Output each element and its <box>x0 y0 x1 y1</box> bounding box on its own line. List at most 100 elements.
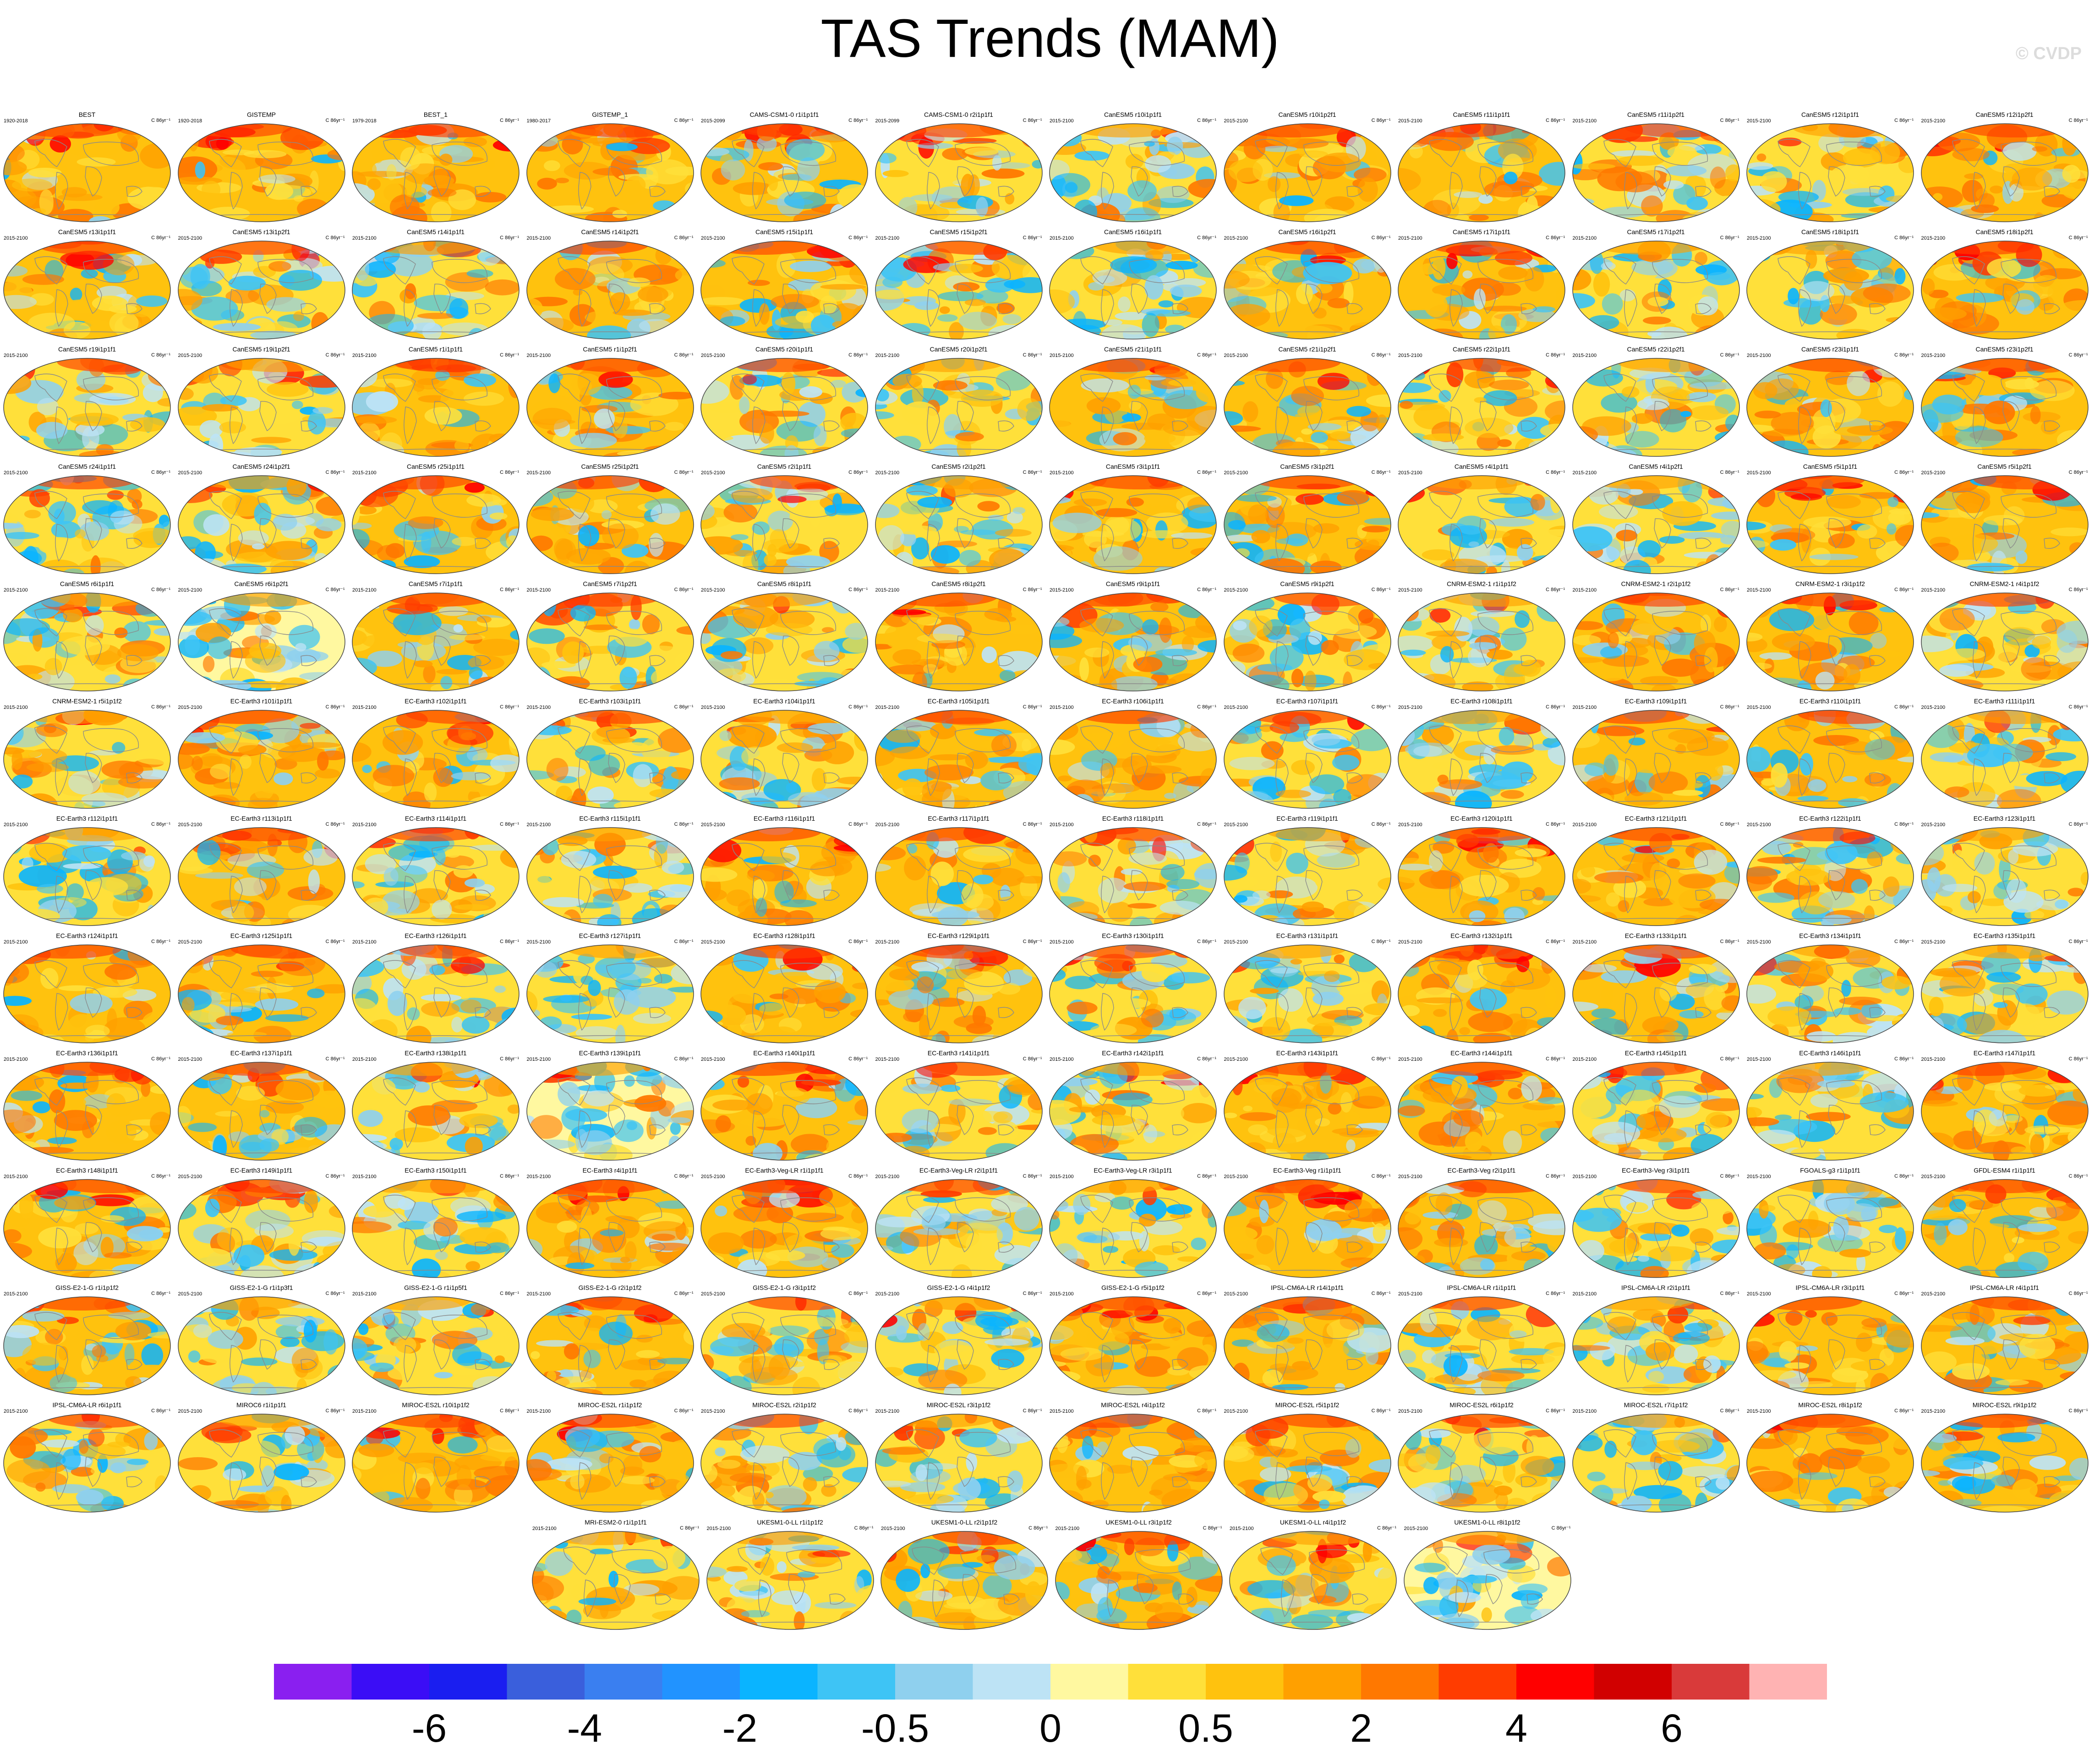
panel-period: 2015-2100 <box>4 1174 28 1179</box>
colorbar-label: -4 <box>567 1706 602 1750</box>
panel-units: C 86yr⁻¹ <box>680 1525 699 1531</box>
colorbar-swatch <box>1361 1664 1439 1700</box>
panel-period: 2015-2100 <box>1224 705 1248 710</box>
panel-title: EC-Earth3 r141i1p1f1 <box>927 1049 990 1057</box>
panel-units: C 86yr⁻¹ <box>2068 470 2088 475</box>
trend-map <box>1920 710 2089 809</box>
panel-units: C 86yr⁻¹ <box>1371 1291 1391 1296</box>
trend-map <box>1572 123 1740 222</box>
panel-period: 2015-2100 <box>1398 236 1422 241</box>
map-panel: GISS-E2-1-G r5i1p1f2 2015-2100 C 86yr⁻¹ <box>1048 1284 1218 1399</box>
map-panel: CanESM5 r19i1p1f1 2015-2100 C 86yr⁻¹ <box>2 346 172 460</box>
map-panel-grid: BEST 1920-2018 C 86yr⁻¹ GISTEMP 1920-2018 C 8… <box>2 111 2089 1633</box>
panel-units: C 86yr⁻¹ <box>674 470 694 475</box>
panel-period: 2015-2100 <box>1747 1291 1771 1297</box>
panel-units: C 86yr⁻¹ <box>500 1291 519 1296</box>
panel-period: 1920-2018 <box>178 118 202 124</box>
panel-title: EC-Earth3 r132i1p1f1 <box>1450 932 1513 939</box>
panel-title: CNRM-ESM2-1 r1i1p1f2 <box>1447 580 1516 587</box>
trend-map <box>526 123 694 222</box>
panel-period: 2015-2100 <box>701 587 725 593</box>
map-panel: EC-Earth3 r143i1p1f1 2015-2100 C 86yr⁻¹ <box>1222 1049 1393 1164</box>
trend-map <box>700 827 868 926</box>
trend-map <box>3 710 171 809</box>
panel-period: 2015-2100 <box>875 353 900 358</box>
colorbar <box>274 1664 1827 1700</box>
panel-units: C 86yr⁻¹ <box>151 1056 170 1062</box>
panel-units: C 86yr⁻¹ <box>1023 352 1042 358</box>
map-panel: EC-Earth3 r129i1p1f1 2015-2100 C 86yr⁻¹ <box>874 932 1044 1047</box>
panel-units: C 86yr⁻¹ <box>1023 470 1042 475</box>
panel-title: MIROC6 r1i1p1f1 <box>236 1401 286 1409</box>
panel-title: CanESM5 r13i1p1f1 <box>58 228 116 236</box>
colorbar-swatch <box>1672 1664 1750 1700</box>
trend-map <box>875 592 1043 691</box>
map-panel: CanESM5 r17i1p1f1 2015-2100 C 86yr⁻¹ <box>1396 228 1567 343</box>
panel-period: 2015-2100 <box>1050 236 1074 241</box>
map-panel: EC-Earth3-Veg-LR r2i1p1f1 2015-2100 C 86yr… <box>874 1167 1044 1281</box>
panel-period: 2015-2100 <box>1224 939 1248 945</box>
panel-title: EC-Earth3 r125i1p1f1 <box>230 932 293 939</box>
panel-units: C 86yr⁻¹ <box>1546 704 1565 710</box>
panel-units: C 86yr⁻¹ <box>1546 235 1565 241</box>
panel-title: CanESM5 r21i1p1f1 <box>1104 346 1162 353</box>
trend-map <box>526 241 694 340</box>
trend-map <box>526 1062 694 1161</box>
panel-units: C 86yr⁻¹ <box>1023 587 1042 592</box>
panel-units: C 86yr⁻¹ <box>1894 1408 1914 1414</box>
map-panel: MIROC-ES2L r4i1p1f2 2015-2100 C 86yr⁻¹ <box>1048 1401 1218 1516</box>
trend-map <box>1398 592 1565 691</box>
panel-units: C 86yr⁻¹ <box>1197 1408 1216 1414</box>
map-panel: EC-Earth3 r130i1p1f1 2015-2100 C 86yr⁻¹ <box>1048 932 1218 1047</box>
panel-units: C 86yr⁻¹ <box>1197 704 1216 710</box>
trend-map <box>1049 1062 1217 1161</box>
trend-map <box>1049 710 1217 809</box>
trend-map <box>1920 1414 2089 1513</box>
colorbar-swatch <box>1749 1664 1827 1700</box>
panel-title: GISS-E2-1-G r2i1p1f2 <box>578 1284 642 1291</box>
panel-title: BEST <box>78 111 96 118</box>
map-panel: CanESM5 r18i1p1f1 2015-2100 C 86yr⁻¹ <box>1745 228 1915 343</box>
map-panel: EC-Earth3-Veg-LR r1i1p1f1 2015-2100 C 86yr… <box>699 1167 870 1281</box>
panel-title: GISS-E2-1-G r4i1p1f2 <box>927 1284 990 1291</box>
trend-map <box>880 1531 1048 1630</box>
map-panel: CanESM5 r15i1p2f1 2015-2100 C 86yr⁻¹ <box>874 228 1044 343</box>
map-panel: IPSL-CM6A-LR r14i1p1f1 2015-2100 C 86yr⁻¹ <box>1222 1284 1393 1399</box>
map-panel: UKESM1-0-LL r8i1p1f2 2015-2100 C 86yr⁻¹ <box>1402 1519 1573 1633</box>
map-panel: EC-Earth3 r4i1p1f1 2015-2100 C 86yr⁻¹ <box>525 1167 695 1281</box>
panel-period: 2015-2100 <box>526 939 551 945</box>
panel-period: 2015-2100 <box>1050 1409 1074 1414</box>
map-panel: CanESM5 r2i1p2f1 2015-2100 C 86yr⁻¹ <box>874 463 1044 577</box>
map-panel: CanESM5 r24i1p1f1 2015-2100 C 86yr⁻¹ <box>2 463 172 577</box>
trend-map <box>1920 1179 2089 1278</box>
map-panel: CanESM5 r1i1p2f1 2015-2100 C 86yr⁻¹ <box>525 346 695 460</box>
map-panel: IPSL-CM6A-LR r3i1p1f1 2015-2100 C 86yr⁻¹ <box>1745 1284 1915 1399</box>
trend-map <box>1920 827 2089 926</box>
panel-period: 1980-2017 <box>526 118 551 124</box>
panel-units: C 86yr⁻¹ <box>1371 587 1391 592</box>
panel-units: C 86yr⁻¹ <box>2068 352 2088 358</box>
colorbar-swatch <box>1594 1664 1672 1700</box>
panel-units: C 86yr⁻¹ <box>325 118 345 123</box>
trend-map <box>1223 827 1391 926</box>
trend-map <box>1223 241 1391 340</box>
trend-map <box>1572 475 1740 574</box>
trend-map <box>875 1062 1043 1161</box>
panel-period: 2015-2100 <box>352 236 377 241</box>
panel-title: CanESM5 r25i1p1f1 <box>406 463 465 470</box>
panel-units: C 86yr⁻¹ <box>1720 704 1739 710</box>
map-panel: MIROC-ES2L r6i1p1f2 2015-2100 C 86yr⁻¹ <box>1396 1401 1567 1516</box>
panel-period: 2015-2100 <box>1572 236 1597 241</box>
map-panel: EC-Earth3 r116i1p1f1 2015-2100 C 86yr⁻¹ <box>699 815 870 929</box>
trend-map <box>875 1414 1043 1513</box>
trend-map <box>352 944 520 1043</box>
panel-units: C 86yr⁻¹ <box>1720 352 1739 358</box>
panel-title: GISTEMP_1 <box>592 111 628 118</box>
panel-units: C 86yr⁻¹ <box>500 587 519 592</box>
panel-units: C 86yr⁻¹ <box>500 1174 519 1179</box>
map-panel: EC-Earth3 r104i1p1f1 2015-2100 C 86yr⁻¹ <box>699 697 870 812</box>
panel-units: C 86yr⁻¹ <box>2068 1291 2088 1296</box>
map-panel: EC-Earth3 r105i1p1f1 2015-2100 C 86yr⁻¹ <box>874 697 1044 812</box>
panel-period: 2015-2100 <box>1572 939 1597 945</box>
panel-period: 2015-2100 <box>875 1291 900 1297</box>
